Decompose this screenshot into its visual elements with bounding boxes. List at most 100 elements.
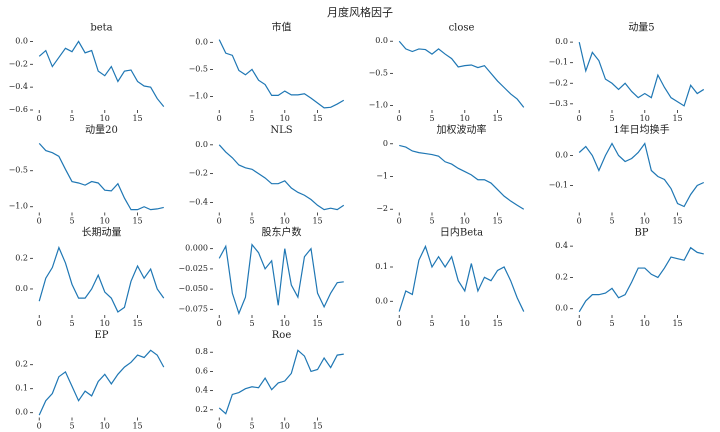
- x-tick-label: 5: [609, 217, 614, 226]
- y-tick-label: −0.1: [549, 58, 568, 67]
- y-tick-label: 0.2: [555, 272, 568, 281]
- x-tick-label: 15: [312, 217, 322, 226]
- subplot-title: 1年日均换手: [613, 123, 669, 136]
- y-tick-label: 0.0: [195, 140, 208, 149]
- y-tick-label: −0.2: [9, 59, 28, 68]
- x-tick-label: 15: [672, 114, 682, 123]
- y-tick-label: 0.6: [195, 366, 208, 375]
- line: [399, 144, 525, 210]
- line: [218, 349, 344, 415]
- y-tick-label: −0.4: [189, 197, 208, 206]
- x-tick-label: 5: [429, 217, 434, 226]
- y-tick-label: −1.0: [369, 101, 388, 110]
- y-tick-label: −0.3: [549, 99, 568, 108]
- y-tick-label: −0.5: [369, 68, 388, 77]
- y-tick-label: 0.0: [375, 296, 388, 305]
- y-tick-label: 0.000: [185, 244, 208, 253]
- line: [578, 142, 705, 208]
- x-tick-label: 10: [460, 217, 470, 226]
- x-tick-label: 5: [609, 114, 614, 123]
- x-tick-label: 10: [460, 319, 470, 328]
- x-tick-label: 10: [280, 422, 290, 431]
- x-tick-label: 10: [100, 114, 110, 123]
- x-tick-label: 10: [640, 217, 650, 226]
- x-tick-label: 0: [397, 114, 402, 123]
- x-tick-label: 5: [429, 114, 434, 123]
- figure-title: 月度风格因子: [327, 5, 393, 19]
- y-tick-label: 0.0: [15, 284, 28, 293]
- subplot-title: NLS: [270, 125, 292, 136]
- x-tick-label: 0: [37, 422, 42, 431]
- x-tick-label: 10: [100, 319, 110, 328]
- x-tick-label: 15: [132, 114, 142, 123]
- subplot-title: 动量20: [85, 124, 118, 136]
- subplot-title: 动量5: [628, 22, 654, 34]
- y-tick-label: 0.0: [555, 151, 568, 160]
- x-tick-label: 15: [492, 319, 502, 328]
- x-tick-label: 0: [217, 422, 222, 431]
- x-tick-label: 5: [69, 319, 74, 328]
- y-tick-label: 0.2: [15, 253, 28, 262]
- x-tick-label: 5: [69, 217, 74, 226]
- y-tick-label: −0.2: [549, 78, 568, 87]
- x-tick-label: 5: [249, 319, 254, 328]
- line: [38, 142, 164, 211]
- x-tick-label: 15: [492, 217, 502, 226]
- x-tick-label: 10: [640, 114, 650, 123]
- y-tick-label: 0.0: [555, 37, 568, 46]
- line: [398, 244, 525, 312]
- y-tick-label: −1.0: [189, 91, 208, 100]
- subplot-title: beta: [90, 23, 112, 34]
- x-tick-label: 0: [397, 217, 402, 226]
- y-tick-label: −0.1: [549, 181, 568, 190]
- x-tick-label: 0: [577, 319, 582, 328]
- x-tick-label: 0: [217, 114, 222, 123]
- y-tick-label: 0.4: [555, 241, 568, 250]
- y-tick-label: 0: [383, 139, 388, 148]
- y-tick-label: 0.1: [375, 262, 388, 271]
- x-tick-label: 15: [132, 217, 142, 226]
- y-tick-label: 0.0: [15, 36, 28, 45]
- x-tick-label: 5: [249, 217, 254, 226]
- y-tick-label: −0.6: [9, 105, 28, 114]
- line: [38, 40, 165, 107]
- y-tick-label: 0.1: [15, 384, 28, 393]
- x-tick-label: 0: [217, 217, 222, 226]
- line: [578, 41, 705, 107]
- line: [38, 349, 165, 416]
- x-tick-label: 15: [312, 319, 322, 328]
- y-tick-label: 0.0: [15, 408, 28, 417]
- x-tick-label: 10: [640, 319, 650, 328]
- x-tick-label: 10: [280, 217, 290, 226]
- x-tick-label: 0: [577, 114, 582, 123]
- subplot-title: 加权波动率: [437, 123, 487, 136]
- y-tick-label: 0.8: [195, 347, 208, 356]
- y-tick-label: −0.2: [189, 169, 208, 178]
- line: [218, 39, 345, 109]
- x-tick-label: 15: [312, 114, 322, 123]
- x-tick-label: 10: [280, 114, 290, 123]
- subplot-title: 日内Beta: [440, 226, 483, 239]
- x-tick-label: 10: [280, 319, 290, 328]
- subplot-title: 市值: [272, 21, 292, 34]
- subplot-title: Roe: [272, 330, 292, 341]
- x-tick-label: 0: [37, 319, 42, 328]
- y-tick-label: 0.4: [195, 386, 208, 395]
- y-tick-label: −0.050: [178, 284, 208, 293]
- line: [398, 40, 525, 108]
- x-tick-label: 5: [609, 319, 614, 328]
- x-tick-label: 15: [672, 217, 682, 226]
- subplot-title: BP: [634, 228, 648, 239]
- x-tick-label: 15: [672, 319, 682, 328]
- x-tick-label: 5: [429, 319, 434, 328]
- x-tick-label: 10: [100, 217, 110, 226]
- x-tick-label: 15: [132, 422, 142, 431]
- y-tick-label: −1.0: [9, 202, 28, 211]
- x-tick-label: 0: [37, 217, 42, 226]
- x-tick-label: 5: [249, 422, 254, 431]
- y-tick-label: 0.0: [375, 36, 388, 45]
- x-tick-label: 0: [217, 319, 222, 328]
- y-tick-label: 0.0: [195, 37, 208, 46]
- subplot-title: 股东户数: [262, 226, 302, 239]
